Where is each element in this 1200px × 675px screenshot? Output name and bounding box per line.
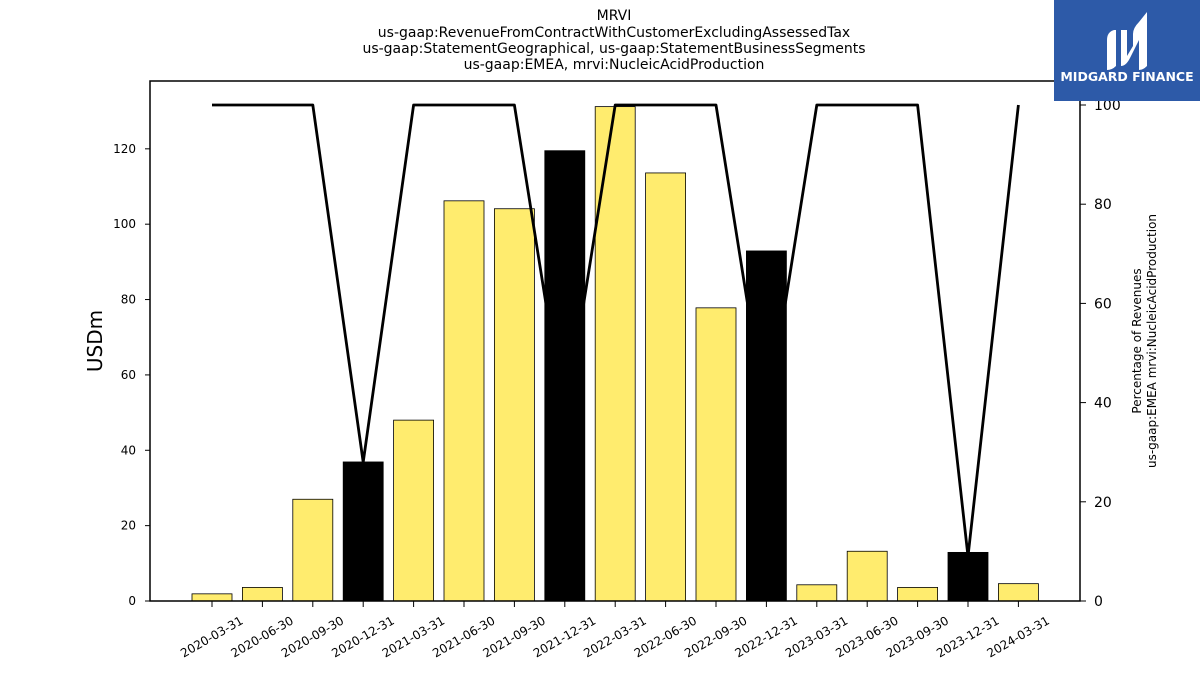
title-line-1: MRVI: [597, 8, 632, 24]
right-tick-label-60: 60: [1094, 296, 1112, 312]
left-tick-label-20: 20: [121, 519, 136, 533]
bar-2020-03-31: [191, 593, 233, 602]
bar-2023-06-30: [846, 550, 888, 602]
bar-2022-09-30: [695, 307, 737, 602]
right-y-axis: 0 20 40 60 80 100: [1080, 98, 1121, 610]
x-axis: 2020-03-312020-06-302020-09-302020-12-31…: [178, 601, 1052, 660]
bar-2023-09-30: [897, 587, 938, 602]
bar-2021-06-30: [443, 200, 485, 602]
left-tick-label-80: 80: [121, 293, 136, 307]
bar-2020-09-30: [292, 498, 334, 602]
bar-2021-03-31: [393, 419, 435, 602]
chart-title: MRVI us-gaap:RevenueFromContractWithCust…: [362, 8, 865, 73]
bar-2021-12-31: [544, 150, 586, 602]
bar-2022-03-31: [594, 106, 636, 602]
left-tick-label-0: 0: [128, 594, 136, 608]
right-tick-label-0: 0: [1094, 594, 1103, 610]
left-y-axis: 0 20 40 60 80 100 120: [113, 142, 150, 608]
bar-series: [191, 106, 1039, 602]
right-y-axis-label-line-2: us-gaap:EMEA mrvi:NucleicAcidProduction: [1145, 214, 1159, 468]
right-tick-label-80: 80: [1094, 197, 1112, 213]
bar-2020-06-30: [241, 587, 283, 602]
title-line-4: us-gaap:EMEA, mrvi:NucleicAcidProduction: [464, 57, 765, 73]
right-tick-label-20: 20: [1094, 495, 1112, 511]
line-series: [212, 103, 1020, 558]
left-tick-label-120: 120: [113, 142, 136, 156]
bar-2022-06-30: [645, 172, 686, 602]
bar-2023-03-31: [796, 584, 838, 602]
bar-2023-12-31: [947, 551, 989, 602]
right-tick-label-40: 40: [1094, 396, 1112, 412]
left-y-axis-label: USDm: [83, 310, 107, 372]
right-y-axis-label-line-1: Percentage of Revenues: [1130, 268, 1144, 413]
title-line-3: us-gaap:StatementGeographical, us-gaap:S…: [362, 41, 865, 57]
left-tick-label-100: 100: [113, 217, 136, 231]
bar-2020-12-31: [342, 461, 384, 602]
left-tick-label-60: 60: [121, 368, 136, 382]
logo-mark-icon: [1107, 12, 1147, 70]
bar-2024-03-31: [998, 583, 1039, 602]
percentage-line: [212, 103, 1020, 558]
midgard-finance-logo: MIDGARD FINANCE: [1054, 0, 1200, 101]
title-line-2: us-gaap:RevenueFromContractWithCustomerE…: [378, 25, 850, 41]
bar-2021-09-30: [493, 208, 535, 602]
bar-2022-12-31: [746, 250, 787, 602]
right-tick-label-100: 100: [1094, 98, 1121, 114]
logo-text: MIDGARD FINANCE: [1060, 69, 1193, 84]
left-tick-label-40: 40: [121, 443, 136, 457]
